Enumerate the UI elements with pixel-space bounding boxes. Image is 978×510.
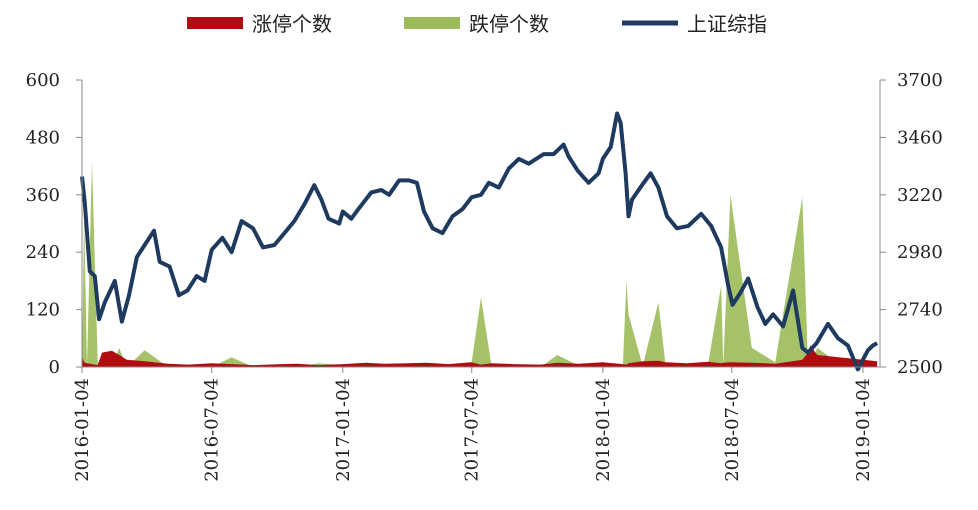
area-limit-up (82, 345, 878, 367)
legend-label-limit_up: 涨停个数 (252, 12, 332, 36)
x-tick-label: 2017-07-04 (462, 378, 483, 482)
left-tick-label: 120 (26, 300, 60, 321)
legend-swatch-limit_down (404, 17, 460, 29)
x-tick-label: 2018-07-04 (722, 378, 743, 482)
left-tick-label: 360 (26, 185, 60, 206)
legend-label-index: 上证综指 (687, 12, 767, 36)
index-line (80, 111, 879, 372)
legend: 涨停个数 跌停个数 上证综指 (187, 12, 767, 36)
x-tick-label: 2018-01-04 (593, 378, 614, 482)
left-tick-label: 600 (26, 70, 60, 91)
right-tick-label: 2500 (897, 357, 943, 378)
legend-swatch-limit_up (187, 17, 243, 29)
right-tick-label: 3700 (897, 70, 943, 91)
x-tick-label: 2019-01-04 (853, 378, 874, 482)
left-tick-label: 0 (49, 357, 60, 378)
left-tick-label: 480 (26, 127, 60, 148)
right-tick-label: 2740 (897, 300, 943, 321)
right-tick-label: 3460 (897, 127, 943, 148)
axes: 0 120 240 360 480 600 2500 2740 2980 3220 3460 3700… (26, 70, 943, 482)
legend-label-limit_down: 跌停个数 (469, 12, 549, 36)
plot-area (80, 111, 879, 372)
x-tick-label: 2016-01-04 (72, 378, 93, 482)
left-tick-label: 240 (26, 242, 60, 263)
right-tick-label: 3220 (897, 185, 943, 206)
x-tick-label: 2017-01-04 (333, 378, 354, 482)
right-tick-label: 2980 (897, 242, 943, 263)
x-tick-label: 2016-07-04 (202, 378, 223, 482)
area-limit-down (82, 161, 878, 367)
